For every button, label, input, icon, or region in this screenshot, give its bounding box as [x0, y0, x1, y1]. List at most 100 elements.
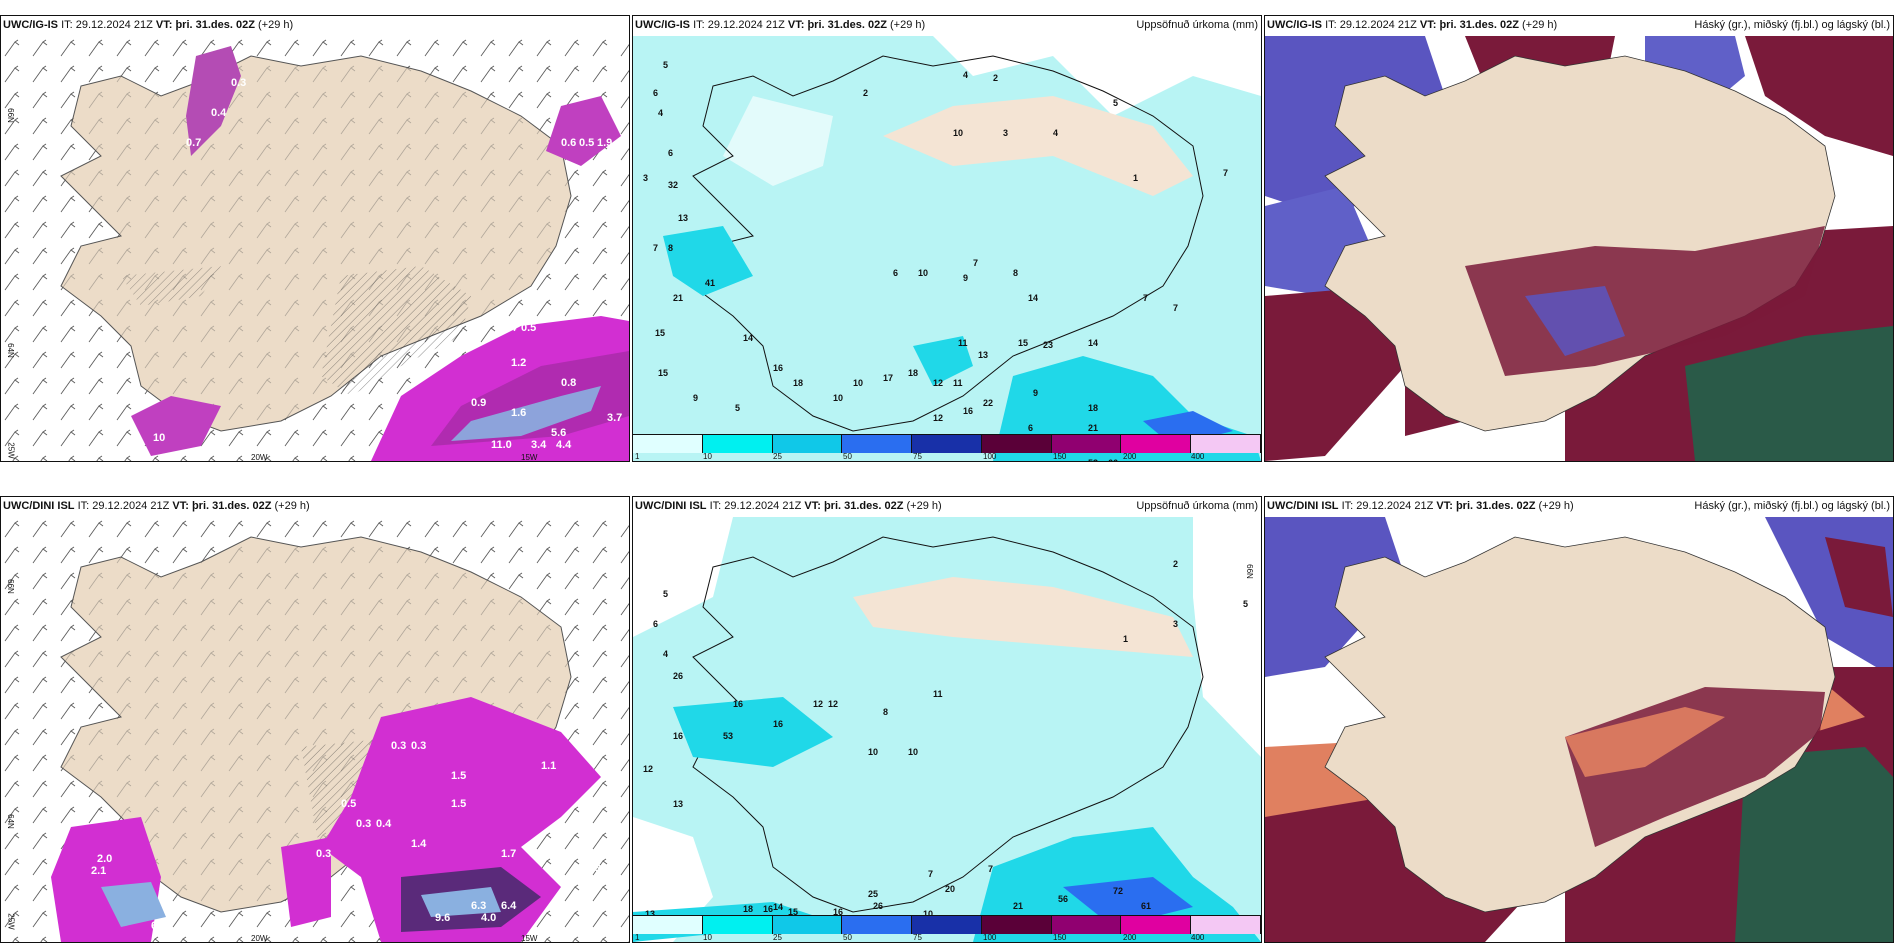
precip-colorbar — [633, 915, 1261, 934]
colorbar-segment — [772, 435, 843, 453]
svg-text:2: 2 — [993, 73, 998, 83]
svg-text:5: 5 — [1243, 599, 1248, 609]
svg-text:0.4: 0.4 — [501, 322, 517, 334]
svg-text:1.7: 1.7 — [501, 848, 516, 860]
svg-text:12: 12 — [643, 764, 653, 774]
colorbar-segment — [702, 435, 773, 453]
svg-text:1.5: 1.5 — [451, 770, 466, 782]
svg-text:11: 11 — [958, 338, 968, 348]
colorbar-labels: 1 10 25 50 75 100 150 200 400 — [635, 933, 1205, 942]
svg-text:11.0: 11.0 — [491, 439, 512, 451]
svg-text:56: 56 — [1058, 894, 1068, 904]
svg-text:6: 6 — [893, 268, 898, 278]
svg-text:7: 7 — [653, 243, 658, 253]
svg-text:21: 21 — [1088, 423, 1098, 433]
svg-text:9.6: 9.6 — [435, 912, 450, 924]
svg-text:1.9: 1.9 — [597, 137, 612, 149]
svg-text:7: 7 — [1143, 293, 1148, 303]
svg-text:1.3: 1.3 — [586, 863, 601, 875]
svg-text:2: 2 — [863, 88, 868, 98]
svg-text:4: 4 — [963, 70, 968, 80]
svg-text:13: 13 — [645, 909, 655, 919]
colorbar-segment — [1121, 435, 1192, 453]
svg-text:4: 4 — [658, 108, 663, 118]
svg-text:5: 5 — [735, 403, 740, 413]
svg-text:3.7: 3.7 — [607, 412, 622, 424]
svg-text:1.2: 1.2 — [511, 357, 526, 369]
colorbar-segment — [842, 916, 913, 934]
svg-text:18: 18 — [1088, 403, 1098, 413]
panel-clouds-bottom: UWC/DINI ISL IT: 29.12.2024 21Z VT: þri.… — [1264, 496, 1894, 943]
colorbar-segment — [981, 435, 1052, 453]
svg-text:10: 10 — [868, 747, 878, 757]
svg-text:10: 10 — [923, 909, 933, 919]
panel-subtitle: Uppsöfnuð úrkoma (mm) — [1136, 19, 1258, 31]
svg-text:18: 18 — [743, 904, 753, 914]
colorbar-segment — [772, 916, 843, 934]
svg-text:23: 23 — [1043, 340, 1053, 350]
svg-text:16: 16 — [963, 406, 973, 416]
svg-text:9: 9 — [1033, 388, 1038, 398]
svg-text:0.8: 0.8 — [576, 848, 591, 860]
svg-text:7: 7 — [1223, 168, 1228, 178]
svg-text:16: 16 — [773, 363, 783, 373]
colorbar-segment — [1051, 435, 1122, 453]
svg-text:8: 8 — [668, 243, 673, 253]
panel-subtitle: Háský (gr.), miðský (fj.bl.) og lágský (… — [1694, 19, 1890, 31]
svg-text:15: 15 — [655, 328, 665, 338]
cloud-cover-map — [1265, 517, 1893, 942]
svg-text:0.8: 0.8 — [561, 377, 576, 389]
svg-text:6: 6 — [668, 148, 673, 158]
svg-text:26: 26 — [873, 901, 883, 911]
svg-text:2: 2 — [1173, 559, 1178, 569]
svg-text:0.3: 0.3 — [231, 77, 246, 89]
svg-text:5: 5 — [663, 589, 668, 599]
svg-text:15: 15 — [1018, 338, 1028, 348]
svg-text:7: 7 — [1173, 303, 1178, 313]
wind-precip-map: 0.3 0.3 1.5 1.1 1.5 0.5 0.3 0.4 1.4 0.3 2.02.… — [1, 517, 629, 942]
svg-text:5: 5 — [1113, 98, 1118, 108]
svg-text:14: 14 — [743, 333, 753, 343]
svg-text:14: 14 — [1088, 338, 1098, 348]
svg-text:61: 61 — [1141, 901, 1151, 911]
svg-text:0.3: 0.3 — [391, 740, 406, 752]
svg-text:0.3: 0.3 — [411, 740, 426, 752]
svg-text:10: 10 — [853, 378, 863, 388]
lon-label: 20W — [251, 934, 268, 943]
svg-text:10: 10 — [953, 128, 963, 138]
wind-precip-map: 1.6 0.3 0.4 0.7 0.6 0.5 1.9 0.4 0.5 1.2 … — [1, 36, 629, 461]
svg-text:10: 10 — [908, 747, 918, 757]
colorbar-segment — [1121, 916, 1192, 934]
panel-title: UWC/DINI ISL IT: 29.12.2024 21Z VT: þri.… — [3, 500, 310, 512]
svg-text:0.3: 0.3 — [316, 848, 331, 860]
svg-text:2.0: 2.0 — [97, 853, 112, 865]
svg-text:3: 3 — [1003, 128, 1008, 138]
colorbar-segment — [633, 916, 703, 934]
colorbar-segment — [1191, 916, 1261, 934]
colorbar-segment — [912, 435, 982, 453]
cloud-cover-map — [1265, 36, 1893, 461]
svg-text:18: 18 — [908, 368, 918, 378]
svg-text:1.3: 1.3 — [561, 900, 576, 912]
svg-text:0.7: 0.7 — [186, 137, 201, 149]
colorbar-segment — [702, 916, 773, 934]
svg-text:0.5: 0.5 — [521, 322, 536, 334]
svg-text:0.4: 0.4 — [211, 107, 227, 119]
svg-text:0.6: 0.6 — [561, 137, 576, 149]
svg-text:5.6: 5.6 — [551, 427, 566, 439]
lat-label: 66N — [5, 579, 15, 594]
svg-text:6: 6 — [653, 619, 658, 629]
precip-colorbar — [633, 434, 1261, 453]
colorbar-segment — [1191, 435, 1261, 453]
svg-text:14: 14 — [773, 902, 783, 912]
svg-text:10: 10 — [918, 268, 928, 278]
svg-text:4.0: 4.0 — [481, 912, 496, 924]
colorbar-segment — [633, 435, 703, 453]
svg-text:15: 15 — [658, 368, 668, 378]
svg-text:6.4: 6.4 — [501, 900, 517, 912]
colorbar-segment — [842, 435, 913, 453]
svg-text:0.5: 0.5 — [341, 798, 356, 810]
svg-text:12: 12 — [813, 699, 823, 709]
